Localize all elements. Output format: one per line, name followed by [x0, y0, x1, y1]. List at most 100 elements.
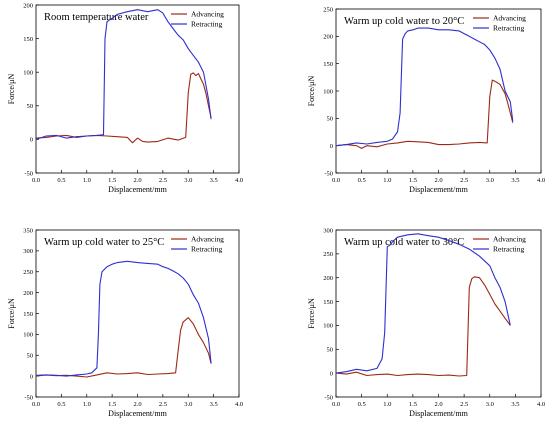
- y-tick-label: 50: [327, 116, 334, 123]
- x-tick-label: 3.0: [486, 401, 494, 408]
- legend-label: Retracting: [191, 245, 222, 254]
- legend-label: Advancing: [493, 14, 526, 23]
- y-axis-label: Force/μN: [7, 74, 16, 105]
- x-tick-label: 0.0: [332, 177, 340, 184]
- y-tick-label: -50: [24, 170, 33, 177]
- x-tick-label: 1.5: [409, 177, 417, 184]
- x-axis-label: Displacement/mm: [409, 185, 468, 194]
- legend-label: Retracting: [191, 20, 222, 29]
- chart-title: Room temperature water: [44, 12, 149, 23]
- y-tick-label: 0: [30, 137, 33, 144]
- legend-label: Advancing: [493, 235, 526, 244]
- y-tick-label: -50: [324, 170, 333, 177]
- y-tick-label: 0: [330, 143, 333, 150]
- y-tick-label: 50: [27, 103, 34, 110]
- series-line-retracting: [335, 233, 511, 374]
- x-tick-label: 3.5: [511, 401, 519, 408]
- y-axis-label: Force/μN: [307, 76, 316, 107]
- y-tick-label: 250: [23, 269, 33, 276]
- chart-panel-1: 0.0 0.5 1.0 1.5 2.0 2.5 3.0 3.5 4.0 -50 0 50 100 150 2…: [7, 2, 243, 194]
- x-tick-label: 1.5: [409, 401, 417, 408]
- y-axis-label: Force/μN: [307, 298, 316, 329]
- x-tick-label: 2.0: [434, 177, 442, 184]
- y-tick-label: 50: [327, 347, 334, 354]
- y-tick-label: 250: [323, 6, 333, 13]
- chart-title: Warm up cold water to 25°C: [44, 237, 164, 248]
- y-tick-label: -50: [324, 394, 333, 401]
- series-line-advancing: [335, 276, 511, 377]
- x-tick-label: 0.0: [32, 177, 40, 184]
- y-tick-label: 150: [323, 299, 333, 306]
- x-axis-label: Displacement/mm: [108, 409, 167, 418]
- y-tick-label: 150: [323, 61, 333, 68]
- y-tick-label: 350: [23, 227, 33, 234]
- x-tick-label: 1.0: [383, 401, 391, 408]
- legend-label: Advancing: [191, 235, 224, 244]
- plot-frame: [335, 8, 542, 174]
- series-line-retracting: [35, 9, 212, 140]
- x-tick-label: 2.5: [159, 177, 167, 184]
- x-tick-label: 2.0: [434, 401, 442, 408]
- chart-panel-4: 0.0 0.5 1.0 1.5 2.0 2.5 3.0 3.5 4.0 -50 0 50 100 150 2…: [307, 227, 545, 418]
- y-tick-label: 300: [23, 248, 33, 255]
- x-tick-label: 2.5: [460, 401, 468, 408]
- x-tick-label: 3.0: [184, 177, 192, 184]
- x-tick-label: 0.0: [332, 401, 340, 408]
- y-tick-label: 300: [323, 227, 333, 234]
- x-tick-label: 0.5: [358, 401, 366, 408]
- y-tick-label: -50: [24, 394, 33, 401]
- x-tick-label: 3.5: [210, 401, 218, 408]
- series-line-advancing: [335, 79, 514, 149]
- plot-frame: [35, 4, 240, 174]
- y-tick-label: 200: [23, 2, 33, 9]
- chart-title: Warm up cold water to 30°C: [344, 237, 464, 248]
- x-tick-label: 1.0: [83, 177, 91, 184]
- plot-frame: [335, 229, 542, 398]
- y-tick-label: 200: [323, 275, 333, 282]
- legend-label: Advancing: [191, 10, 224, 19]
- x-tick-label: 1.5: [108, 401, 116, 408]
- y-tick-label: 250: [323, 251, 333, 258]
- y-tick-label: 100: [323, 88, 333, 95]
- x-tick-label: 1.0: [83, 401, 91, 408]
- x-tick-label: 3.5: [511, 177, 519, 184]
- x-tick-label: 0.0: [32, 401, 40, 408]
- chart-panel-3: 0.0 0.5 1.0 1.5 2.0 2.5 3.0 3.5 4.0 -50 0 50 100 150 2…: [7, 227, 243, 418]
- x-axis-label: Displacement/mm: [409, 409, 468, 418]
- y-tick-label: 0: [30, 373, 33, 380]
- x-tick-label: 1.0: [383, 177, 391, 184]
- y-tick-label: 50: [27, 353, 34, 360]
- y-tick-label: 100: [23, 332, 33, 339]
- y-tick-label: 200: [23, 290, 33, 297]
- x-tick-label: 2.0: [133, 177, 141, 184]
- chart-title: Warm up cold water to 20°C: [344, 16, 464, 27]
- x-tick-label: 4.0: [537, 177, 545, 184]
- x-tick-label: 2.0: [133, 401, 141, 408]
- x-tick-label: 1.5: [108, 177, 116, 184]
- y-tick-label: 100: [23, 70, 33, 77]
- y-tick-label: 150: [23, 311, 33, 318]
- x-tick-label: 2.5: [159, 401, 167, 408]
- x-tick-label: 3.0: [486, 177, 494, 184]
- legend-label: Retracting: [493, 245, 524, 254]
- chart-panel-2: 0.0 0.5 1.0 1.5 2.0 2.5 3.0 3.5 4.0 -50 0 50 100 150 2…: [307, 6, 545, 194]
- x-tick-label: 0.5: [358, 177, 366, 184]
- series-line-advancing: [35, 317, 212, 378]
- x-tick-label: 4.0: [537, 401, 545, 408]
- x-tick-label: 0.5: [57, 177, 65, 184]
- y-axis-label: Force/μN: [7, 298, 16, 329]
- x-tick-label: 4.0: [235, 401, 243, 408]
- x-tick-label: 4.0: [235, 177, 243, 184]
- x-tick-label: 0.5: [57, 401, 65, 408]
- series-line-advancing: [35, 72, 212, 144]
- series-line-retracting: [335, 27, 514, 147]
- plot-frame: [35, 229, 240, 398]
- x-tick-label: 3.5: [210, 177, 218, 184]
- x-tick-label: 2.5: [460, 177, 468, 184]
- y-tick-label: 0: [330, 370, 333, 377]
- y-tick-label: 100: [323, 323, 333, 330]
- series-line-retracting: [35, 260, 212, 377]
- y-tick-label: 200: [323, 34, 333, 41]
- x-axis-label: Displacement/mm: [108, 185, 167, 194]
